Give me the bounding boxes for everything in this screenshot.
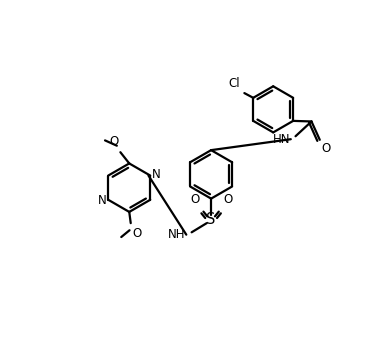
Text: N: N bbox=[97, 195, 106, 207]
Text: O: O bbox=[223, 193, 232, 206]
Text: N: N bbox=[152, 168, 161, 181]
Text: NH: NH bbox=[168, 228, 185, 241]
Text: O: O bbox=[190, 193, 199, 206]
Text: methoxy: methoxy bbox=[100, 136, 107, 137]
Text: O: O bbox=[321, 142, 330, 155]
Text: Cl: Cl bbox=[228, 76, 240, 90]
Text: methoxy2: methoxy2 bbox=[116, 240, 123, 241]
Text: HN: HN bbox=[273, 133, 290, 146]
Text: S: S bbox=[207, 212, 216, 227]
Text: O: O bbox=[132, 227, 142, 240]
Text: O: O bbox=[109, 135, 119, 148]
